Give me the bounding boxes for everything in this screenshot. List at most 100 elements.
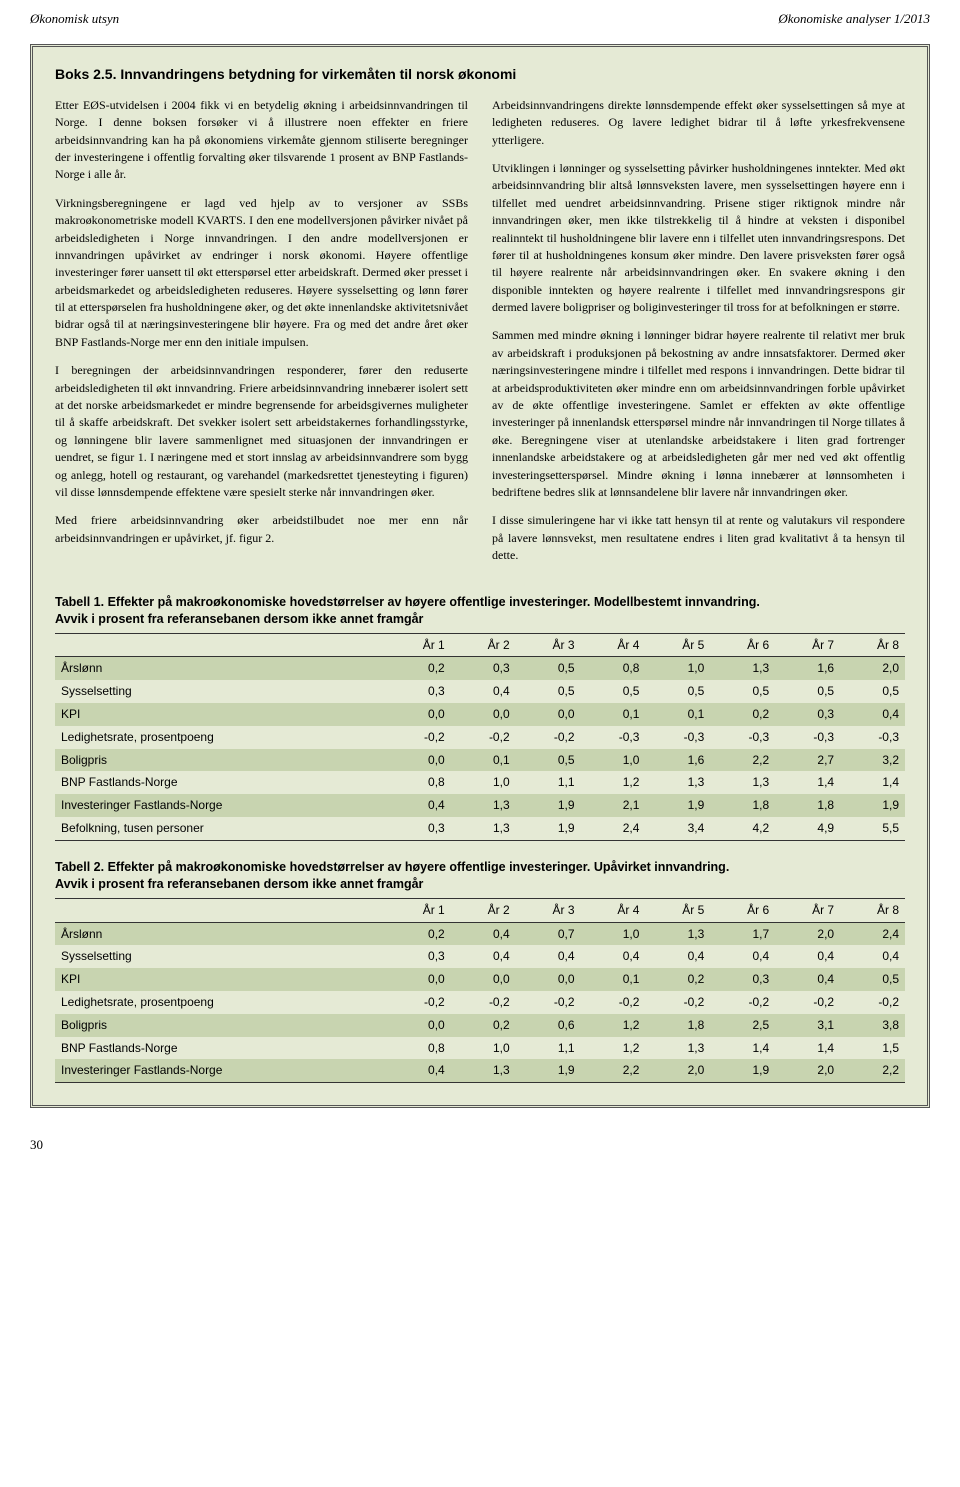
cell: 2,4: [840, 922, 905, 945]
table-row: Årslønn0,20,30,50,81,01,31,62,0: [55, 657, 905, 680]
page-header: Økonomisk utsyn Økonomiske analyser 1/20…: [0, 0, 960, 34]
cell: 0,4: [710, 945, 775, 968]
row-label: BNP Fastlands-Norge: [55, 771, 386, 794]
cell: -0,2: [710, 991, 775, 1014]
cell: 0,0: [386, 703, 451, 726]
cell: 2,2: [581, 1059, 646, 1082]
col-header: År 3: [516, 898, 581, 922]
cell: 1,0: [581, 922, 646, 945]
cell: 1,3: [451, 817, 516, 840]
row-label: KPI: [55, 968, 386, 991]
cell: 2,0: [775, 922, 840, 945]
cell: 0,2: [386, 922, 451, 945]
table-row: BNP Fastlands-Norge0,81,01,11,21,31,41,4…: [55, 1037, 905, 1060]
paragraph: Sammen med mindre økning i lønninger bid…: [492, 327, 905, 501]
cell: 4,9: [775, 817, 840, 840]
table-row: Investeringer Fastlands-Norge0,41,31,92,…: [55, 794, 905, 817]
col-header: År 2: [451, 898, 516, 922]
cell: 1,3: [451, 1059, 516, 1082]
cell: -0,2: [386, 726, 451, 749]
table1: År 1År 2År 3År 4År 5År 6År 7År 8Årslønn0…: [55, 633, 905, 841]
header-right: Økonomiske analyser 1/2013: [778, 10, 930, 28]
cell: 1,3: [645, 1037, 710, 1060]
cell: 1,4: [775, 1037, 840, 1060]
cell: 0,3: [710, 968, 775, 991]
content-box: Boks 2.5. Innvandringens betydning for v…: [30, 44, 930, 1108]
table-row: Boligpris0,00,20,61,21,82,53,13,8: [55, 1014, 905, 1037]
col-header: [55, 633, 386, 657]
cell: -0,2: [516, 726, 581, 749]
cell: 1,0: [581, 749, 646, 772]
paragraph: Etter EØS-utvidelsen i 2004 fikk vi en b…: [55, 97, 468, 184]
col-header: År 2: [451, 633, 516, 657]
cell: 0,1: [645, 703, 710, 726]
col-header: År 8: [840, 633, 905, 657]
cell: 0,2: [645, 968, 710, 991]
cell: 1,5: [840, 1037, 905, 1060]
cell: 1,0: [451, 1037, 516, 1060]
paragraph: Utviklingen i lønninger og sysselsetting…: [492, 160, 905, 317]
cell: 0,2: [451, 1014, 516, 1037]
row-label: Ledighetsrate, prosentpoeng: [55, 726, 386, 749]
col-header: År 1: [386, 633, 451, 657]
col-header: År 7: [775, 898, 840, 922]
table2-caption-bold: Tabell 2. Effekter på makroøkonomiske ho…: [55, 860, 729, 874]
cell: 0,1: [451, 749, 516, 772]
cell: 0,0: [516, 968, 581, 991]
cell: 1,7: [710, 922, 775, 945]
cell: 1,9: [516, 794, 581, 817]
cell: 0,8: [386, 771, 451, 794]
cell: 1,2: [581, 771, 646, 794]
col-header: År 6: [710, 633, 775, 657]
cell: 0,4: [775, 945, 840, 968]
cell: 4,2: [710, 817, 775, 840]
col-header: År 8: [840, 898, 905, 922]
cell: 2,0: [840, 657, 905, 680]
table-row: Ledighetsrate, prosentpoeng-0,2-0,2-0,2-…: [55, 991, 905, 1014]
cell: 2,0: [645, 1059, 710, 1082]
cell: 0,3: [386, 945, 451, 968]
cell: 0,0: [451, 703, 516, 726]
table1-caption-bold: Tabell 1. Effekter på makroøkonomiske ho…: [55, 595, 760, 609]
cell: -0,2: [645, 991, 710, 1014]
cell: 3,4: [645, 817, 710, 840]
cell: 0,8: [581, 657, 646, 680]
col-header: År 6: [710, 898, 775, 922]
cell: 0,0: [451, 968, 516, 991]
row-label: Boligpris: [55, 749, 386, 772]
right-column: Arbeidsinnvandringens direkte lønnsdempe…: [492, 97, 905, 576]
col-header: År 5: [645, 898, 710, 922]
cell: -0,2: [451, 991, 516, 1014]
table2-caption-rest: Avvik i prosent fra referansebanen derso…: [55, 877, 423, 891]
cell: 0,1: [581, 968, 646, 991]
cell: 1,1: [516, 771, 581, 794]
left-column: Etter EØS-utvidelsen i 2004 fikk vi en b…: [55, 97, 468, 576]
cell: -0,2: [516, 991, 581, 1014]
paragraph: I beregningen der arbeidsinnvandringen r…: [55, 362, 468, 501]
cell: -0,3: [775, 726, 840, 749]
cell: 1,9: [710, 1059, 775, 1082]
cell: 0,5: [516, 657, 581, 680]
cell: 1,3: [710, 771, 775, 794]
row-label: Boligpris: [55, 1014, 386, 1037]
cell: 1,9: [840, 794, 905, 817]
cell: 0,4: [840, 703, 905, 726]
cell: 1,8: [645, 1014, 710, 1037]
cell: 2,2: [840, 1059, 905, 1082]
cell: 2,1: [581, 794, 646, 817]
cell: 0,5: [581, 680, 646, 703]
cell: 0,1: [581, 703, 646, 726]
cell: 2,4: [581, 817, 646, 840]
cell: 0,4: [775, 968, 840, 991]
table1-caption: Tabell 1. Effekter på makroøkonomiske ho…: [55, 594, 905, 629]
cell: 1,8: [710, 794, 775, 817]
table-row: Årslønn0,20,40,71,01,31,72,02,4: [55, 922, 905, 945]
cell: 1,2: [581, 1037, 646, 1060]
box-title: Boks 2.5. Innvandringens betydning for v…: [55, 65, 905, 85]
cell: 0,0: [386, 968, 451, 991]
col-header: År 1: [386, 898, 451, 922]
col-header: [55, 898, 386, 922]
col-header: År 7: [775, 633, 840, 657]
cell: 1,6: [775, 657, 840, 680]
table-row: Boligpris0,00,10,51,01,62,22,73,2: [55, 749, 905, 772]
